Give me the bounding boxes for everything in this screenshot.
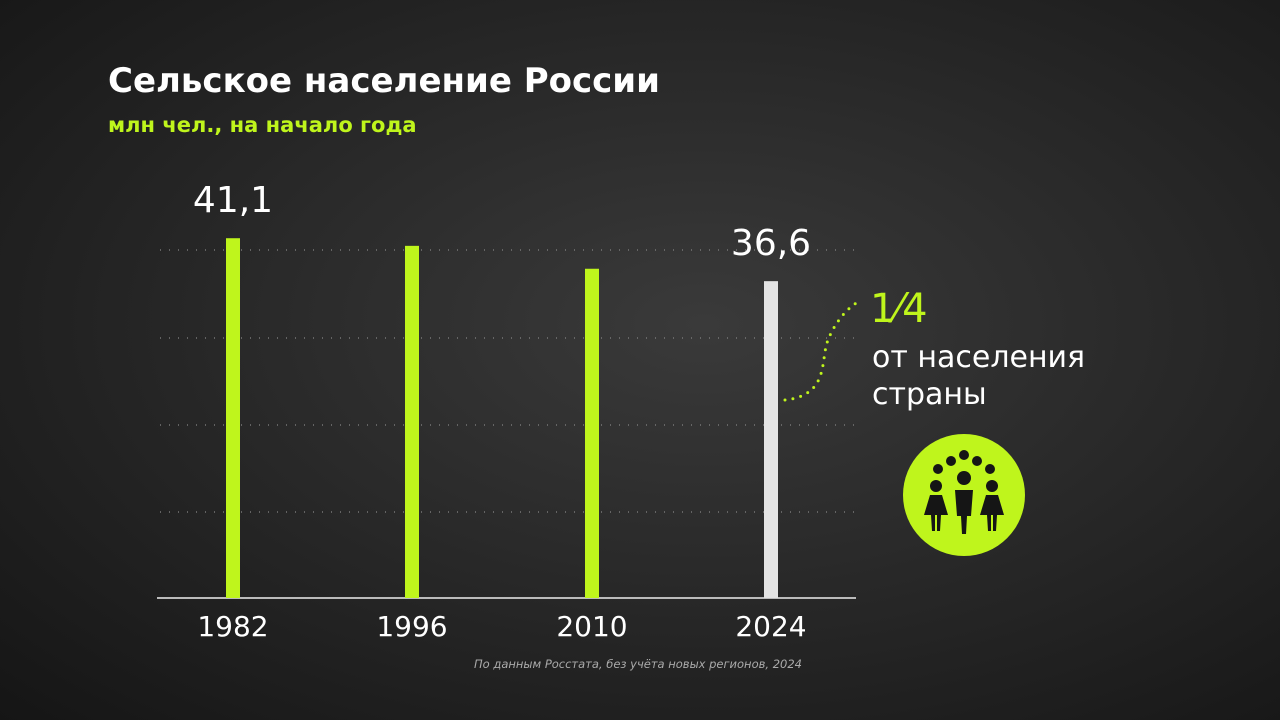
source-note: По данным Росстата, без учёта новых реги…: [474, 657, 802, 671]
bar: [585, 268, 599, 598]
x-tick-label: 1996: [376, 610, 447, 643]
annotation-text: страны: [872, 377, 987, 412]
data-label: 41,1: [193, 180, 273, 221]
chart-subtitle: млн чел., на начало года: [108, 113, 417, 137]
x-tick-label: 1982: [197, 610, 268, 643]
annotation-fraction: 1⁄4: [870, 286, 928, 332]
people-icon: [903, 434, 1025, 556]
data-label: 36,6: [731, 223, 811, 264]
chart-title: Сельское население России: [108, 61, 660, 101]
bar: [405, 245, 419, 599]
annotation-text: от населения: [872, 340, 1085, 375]
bar: [764, 281, 778, 598]
annotation-connector: [783, 298, 864, 402]
bar: [226, 238, 240, 599]
x-tick-label: 2024: [735, 610, 806, 643]
x-tick-label: 2010: [556, 610, 627, 643]
